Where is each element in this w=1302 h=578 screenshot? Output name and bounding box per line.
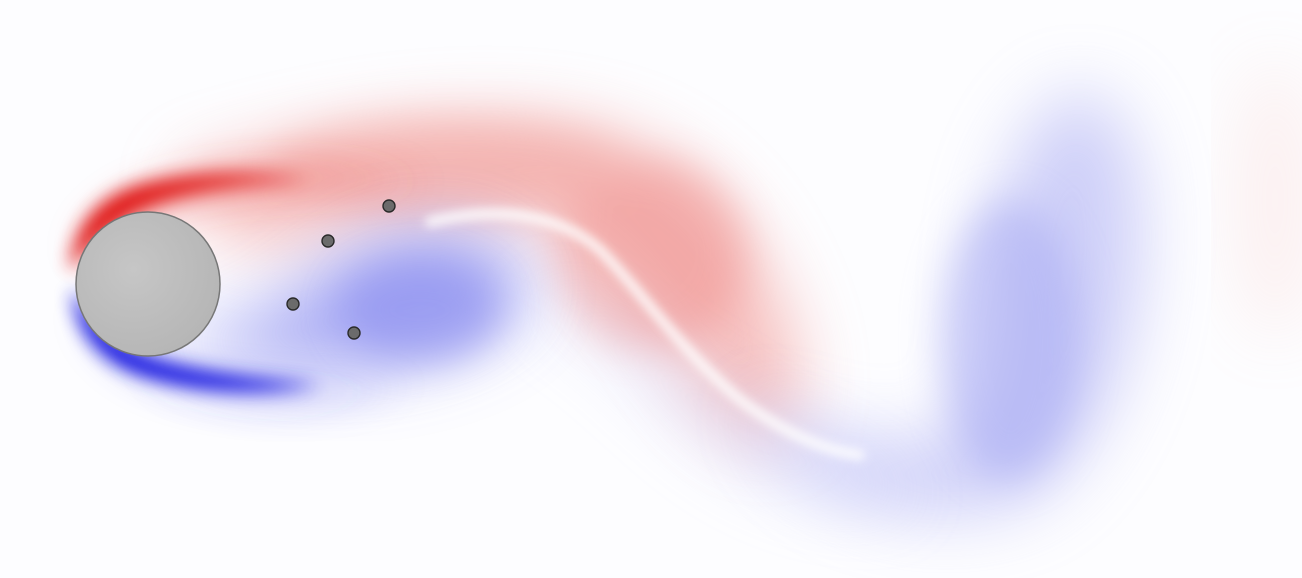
vortex-blue-near-core bbox=[340, 260, 500, 360]
cylinder bbox=[75, 211, 221, 357]
separation-line bbox=[425, 208, 865, 460]
vortex-blue-far-core bbox=[940, 200, 1080, 480]
sensor-point[interactable] bbox=[286, 297, 300, 311]
sensor-point[interactable] bbox=[321, 234, 335, 248]
shear-layer-red-halo bbox=[78, 170, 430, 260]
sensor-point[interactable] bbox=[382, 199, 396, 213]
vortex-faint-red-far bbox=[1235, 60, 1302, 340]
shear-layer-blue-halo bbox=[80, 300, 420, 399]
shear-layer-blue bbox=[72, 288, 320, 391]
sensor-point[interactable] bbox=[347, 326, 361, 340]
sensor-points bbox=[286, 199, 396, 340]
shear-layer-red bbox=[70, 174, 310, 272]
vortex-blue-tail bbox=[520, 295, 920, 503]
vortex-red-downstream-core bbox=[270, 120, 745, 350]
